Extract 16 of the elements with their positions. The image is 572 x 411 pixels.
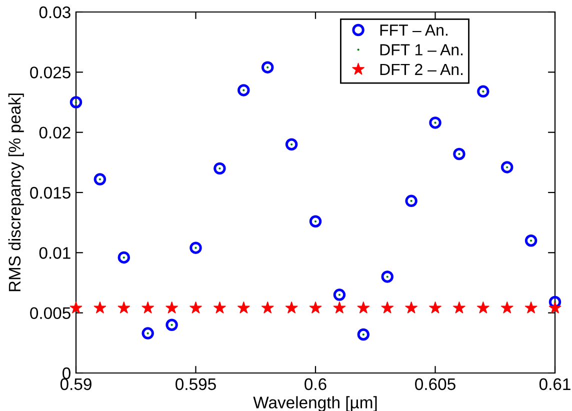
y-tick-label: 0.01 — [39, 247, 70, 259]
y-tick-label: 0.005 — [30, 307, 70, 320]
y-tick-label: 0.03 — [39, 6, 70, 18]
y-axis-title: RMS discrepancy [% peak] — [8, 94, 24, 292]
legend-label: DFT 2 – An. — [380, 64, 463, 75]
legend-label: FFT – An. — [380, 24, 448, 36]
x-tick-label: 0.6 — [304, 378, 326, 390]
x-tick-label: 0.595 — [176, 378, 216, 390]
y-tick-label: 0.015 — [30, 186, 70, 199]
x-tick-label: 0.61 — [539, 378, 570, 390]
y-tick-label: 0.02 — [39, 126, 70, 139]
x-tick-label: 0.59 — [60, 378, 92, 390]
y-tick-label: 0 — [62, 367, 70, 380]
x-tick-label: 0.605 — [415, 378, 456, 390]
legend-label: DFT 1 – An. — [380, 44, 463, 56]
y-tick-label: 0.025 — [30, 66, 70, 78]
